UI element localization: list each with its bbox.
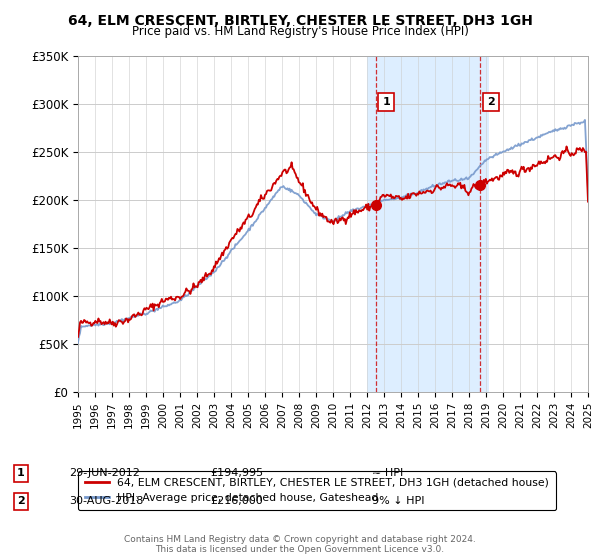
Text: 64, ELM CRESCENT, BIRTLEY, CHESTER LE STREET, DH3 1GH: 64, ELM CRESCENT, BIRTLEY, CHESTER LE ST…: [68, 14, 532, 28]
Text: 2: 2: [487, 97, 495, 107]
Text: 30-AUG-2018: 30-AUG-2018: [69, 496, 143, 506]
Text: 1: 1: [17, 468, 25, 478]
Legend: 64, ELM CRESCENT, BIRTLEY, CHESTER LE STREET, DH3 1GH (detached house), HPI: Ave: 64, ELM CRESCENT, BIRTLEY, CHESTER LE ST…: [79, 472, 556, 510]
Bar: [367, 56, 490, 392]
Text: Price paid vs. HM Land Registry's House Price Index (HPI): Price paid vs. HM Land Registry's House …: [131, 25, 469, 38]
Text: 1: 1: [382, 97, 390, 107]
Text: 2: 2: [17, 496, 25, 506]
Text: Contains HM Land Registry data © Crown copyright and database right 2024.
This d: Contains HM Land Registry data © Crown c…: [124, 535, 476, 554]
Text: 29-JUN-2012: 29-JUN-2012: [69, 468, 140, 478]
Text: 9% ↓ HPI: 9% ↓ HPI: [372, 496, 425, 506]
Text: £216,000: £216,000: [210, 496, 263, 506]
Text: £194,995: £194,995: [210, 468, 263, 478]
Text: ≈ HPI: ≈ HPI: [372, 468, 403, 478]
